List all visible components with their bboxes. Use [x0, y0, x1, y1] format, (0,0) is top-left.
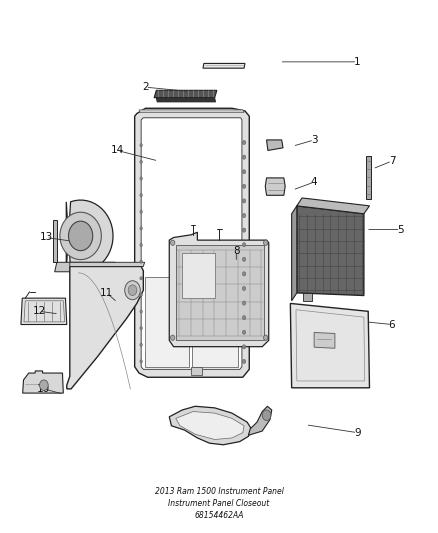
Polygon shape: [55, 262, 117, 272]
Circle shape: [140, 143, 142, 147]
Text: 10: 10: [37, 384, 50, 394]
Circle shape: [140, 293, 142, 296]
Polygon shape: [182, 253, 215, 298]
Circle shape: [140, 360, 142, 363]
Circle shape: [170, 335, 175, 341]
Polygon shape: [297, 206, 364, 295]
Polygon shape: [304, 293, 312, 301]
Circle shape: [140, 343, 142, 346]
Circle shape: [242, 169, 246, 174]
Polygon shape: [70, 262, 145, 266]
Polygon shape: [176, 411, 244, 440]
Circle shape: [264, 335, 268, 341]
Circle shape: [242, 359, 246, 364]
Polygon shape: [134, 108, 249, 377]
Text: 1: 1: [354, 57, 361, 67]
Text: 4: 4: [311, 177, 318, 187]
Circle shape: [242, 272, 246, 276]
Text: 5: 5: [397, 224, 404, 235]
Circle shape: [242, 155, 246, 159]
Polygon shape: [60, 212, 101, 260]
Text: 7: 7: [389, 156, 395, 166]
Circle shape: [140, 277, 142, 280]
Polygon shape: [203, 63, 245, 68]
Text: 2: 2: [142, 82, 149, 92]
Circle shape: [140, 227, 142, 230]
Circle shape: [125, 281, 140, 300]
Circle shape: [170, 240, 175, 245]
Text: 12: 12: [33, 306, 46, 316]
Circle shape: [242, 286, 246, 290]
Circle shape: [262, 410, 271, 421]
Polygon shape: [265, 178, 285, 195]
Circle shape: [242, 301, 246, 305]
Polygon shape: [191, 367, 202, 375]
Circle shape: [140, 310, 142, 313]
Polygon shape: [314, 333, 335, 348]
Text: 3: 3: [311, 135, 318, 145]
Polygon shape: [139, 110, 244, 112]
Circle shape: [242, 184, 246, 189]
Polygon shape: [21, 298, 67, 325]
Circle shape: [264, 240, 268, 245]
Polygon shape: [145, 277, 189, 367]
Polygon shape: [53, 220, 57, 262]
Text: 6: 6: [389, 319, 395, 329]
Circle shape: [128, 285, 137, 295]
Polygon shape: [176, 245, 265, 341]
Circle shape: [242, 140, 246, 144]
Text: 13: 13: [39, 232, 53, 243]
Polygon shape: [192, 277, 238, 367]
Circle shape: [140, 327, 142, 330]
Circle shape: [140, 177, 142, 180]
Circle shape: [242, 257, 246, 261]
Circle shape: [242, 330, 246, 334]
Circle shape: [140, 260, 142, 263]
Text: 11: 11: [100, 288, 113, 298]
Polygon shape: [66, 200, 113, 272]
Polygon shape: [292, 206, 297, 301]
Circle shape: [242, 243, 246, 247]
Circle shape: [242, 199, 246, 203]
Polygon shape: [248, 406, 272, 435]
Polygon shape: [156, 98, 215, 102]
Polygon shape: [23, 371, 64, 393]
Text: 2013 Ram 1500 Instrument Panel
Instrument Panel Closeout
68154462AA: 2013 Ram 1500 Instrument Panel Instrumen…: [155, 487, 283, 520]
Text: 14: 14: [111, 146, 124, 156]
Polygon shape: [169, 232, 269, 346]
Circle shape: [140, 160, 142, 164]
Circle shape: [242, 316, 246, 320]
Polygon shape: [169, 406, 251, 445]
Polygon shape: [154, 90, 217, 98]
Text: 8: 8: [233, 246, 240, 256]
Circle shape: [242, 228, 246, 232]
Polygon shape: [290, 303, 370, 388]
Circle shape: [140, 210, 142, 213]
Circle shape: [39, 380, 48, 391]
Circle shape: [140, 193, 142, 197]
Circle shape: [68, 221, 93, 251]
Circle shape: [242, 213, 246, 217]
Polygon shape: [297, 198, 370, 214]
Circle shape: [140, 244, 142, 247]
Circle shape: [242, 345, 246, 349]
Polygon shape: [366, 156, 371, 199]
Polygon shape: [67, 266, 143, 389]
Text: 9: 9: [354, 427, 361, 438]
Polygon shape: [267, 140, 283, 150]
Polygon shape: [141, 118, 242, 369]
